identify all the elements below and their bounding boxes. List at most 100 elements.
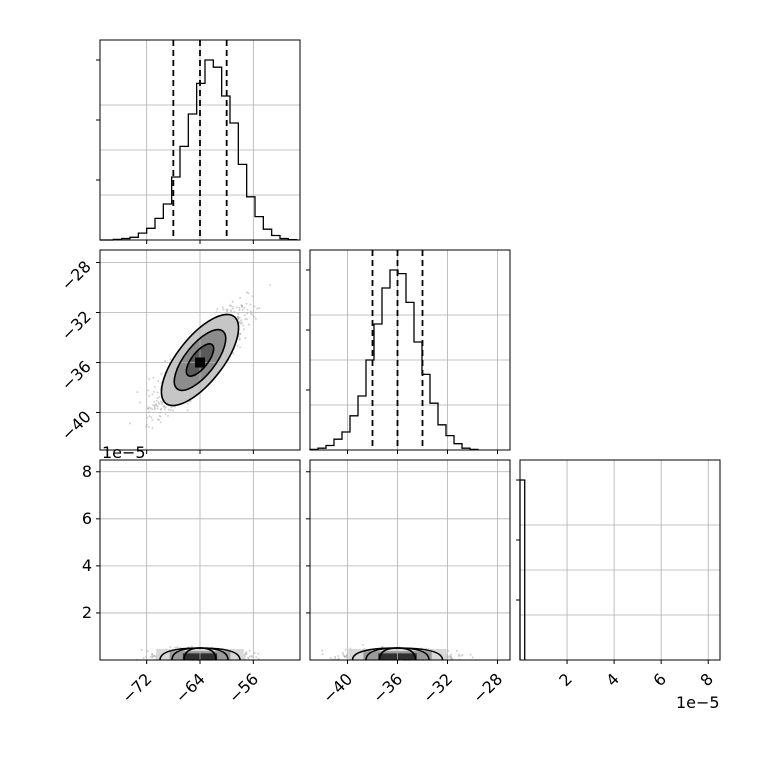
scatter-point bbox=[156, 391, 159, 394]
scatter-point bbox=[337, 655, 340, 658]
scatter-point bbox=[155, 404, 158, 407]
scatter-point bbox=[152, 390, 155, 393]
offset-label-x-col2: 1e−5 bbox=[676, 693, 720, 712]
scatter-point bbox=[334, 657, 337, 660]
scatter-point bbox=[343, 654, 346, 657]
scatter-point bbox=[246, 308, 249, 311]
scatter-point bbox=[461, 653, 464, 656]
scatter-point bbox=[156, 407, 159, 410]
scatter-point bbox=[238, 320, 241, 323]
scatter-point bbox=[245, 653, 248, 656]
scatter-point bbox=[249, 303, 252, 306]
scatter-point bbox=[151, 655, 154, 658]
scatter-point bbox=[176, 646, 179, 649]
scatter-point bbox=[167, 408, 170, 411]
scatter-point bbox=[235, 306, 238, 309]
scatter-point bbox=[151, 408, 154, 411]
x-tick-label-p0: −64 bbox=[172, 669, 209, 706]
scatter-point bbox=[241, 304, 244, 307]
scatter-point bbox=[140, 649, 143, 652]
histogram-p0 bbox=[112, 59, 298, 241]
scatter-point bbox=[162, 405, 165, 408]
scatter-point bbox=[243, 655, 246, 658]
scatter-point bbox=[448, 654, 451, 657]
scatter-point bbox=[249, 312, 252, 315]
scatter-point bbox=[228, 304, 231, 307]
scatter-point bbox=[239, 332, 242, 335]
scatter-point bbox=[155, 402, 158, 405]
scatter-point bbox=[163, 405, 166, 408]
scatter-point bbox=[158, 414, 161, 417]
scatter-point bbox=[153, 406, 156, 409]
panel-frame-2-0 bbox=[99, 459, 301, 661]
scatter-point bbox=[460, 654, 463, 657]
scatter-point bbox=[458, 653, 461, 656]
histogram-p1 bbox=[309, 269, 479, 451]
scatter-point bbox=[361, 643, 364, 646]
scatter-point bbox=[146, 407, 149, 410]
panel-frame-2-1 bbox=[309, 459, 511, 661]
scatter-point bbox=[253, 652, 256, 655]
scatter-point bbox=[243, 653, 246, 656]
scatter-point bbox=[159, 415, 162, 418]
scatter-point bbox=[338, 657, 341, 660]
scatter-point bbox=[150, 416, 153, 419]
scatter-point bbox=[237, 317, 240, 320]
scatter-point bbox=[151, 393, 154, 396]
scatter-point bbox=[469, 653, 472, 656]
contour-line bbox=[160, 313, 240, 407]
scatter-point bbox=[236, 315, 239, 318]
scatter-point bbox=[166, 414, 169, 417]
scatter-point bbox=[153, 405, 156, 408]
scatter-point bbox=[190, 645, 193, 648]
scatter-point bbox=[154, 655, 157, 658]
scatter-point bbox=[160, 407, 163, 410]
scatter-point bbox=[186, 409, 189, 412]
scatter-point bbox=[238, 308, 241, 311]
scatter-point bbox=[242, 324, 245, 327]
x-tick-label-p0: −56 bbox=[225, 669, 262, 706]
scatter-point bbox=[251, 313, 254, 316]
scatter-point bbox=[245, 291, 248, 294]
scatter-point bbox=[342, 653, 345, 656]
scatter-point bbox=[231, 300, 234, 303]
scatter-point bbox=[159, 408, 162, 411]
scatter-point bbox=[154, 385, 157, 388]
scatter-point bbox=[169, 357, 172, 360]
scatter-point bbox=[344, 655, 347, 658]
scatter-point bbox=[238, 306, 241, 309]
contour-line bbox=[183, 647, 217, 661]
scatter-point bbox=[153, 400, 156, 403]
scatter-point bbox=[239, 296, 242, 299]
panel-frame-0-0 bbox=[99, 39, 301, 241]
y-tick-label-p2: 8 bbox=[82, 462, 92, 481]
scatter-point bbox=[174, 646, 177, 649]
scatter-point bbox=[250, 655, 253, 658]
axes-layer: −40 −36 −32 −28 2 4 6 8 −72 −64 −56 −40 −36 −32 −28 2 4 6… bbox=[58, 39, 721, 712]
scatter-point bbox=[151, 653, 154, 656]
scatter-point bbox=[244, 318, 247, 321]
scatter-point bbox=[257, 652, 260, 655]
scatter-point bbox=[156, 397, 159, 400]
scatter-point bbox=[161, 402, 164, 405]
scatter-point bbox=[147, 377, 150, 380]
scatter-point bbox=[329, 656, 332, 659]
scatter-point bbox=[248, 650, 251, 653]
scatter-point bbox=[128, 422, 131, 425]
scatter-point bbox=[147, 425, 150, 428]
scatter-point bbox=[240, 304, 243, 307]
scatter-point bbox=[241, 305, 244, 308]
scatter-point bbox=[186, 402, 189, 405]
scatter-point bbox=[158, 418, 161, 421]
scatter-point bbox=[321, 649, 324, 652]
scatter-point bbox=[381, 646, 384, 649]
scatter-point bbox=[216, 308, 219, 311]
scatter-point bbox=[164, 406, 167, 409]
scatter-point bbox=[149, 407, 152, 410]
scatter-point bbox=[457, 654, 460, 657]
scatter-point bbox=[248, 655, 251, 658]
scatter-point bbox=[258, 307, 261, 310]
scatter-point bbox=[172, 409, 175, 412]
scatter-point bbox=[343, 655, 346, 658]
scatter-point bbox=[244, 337, 247, 340]
